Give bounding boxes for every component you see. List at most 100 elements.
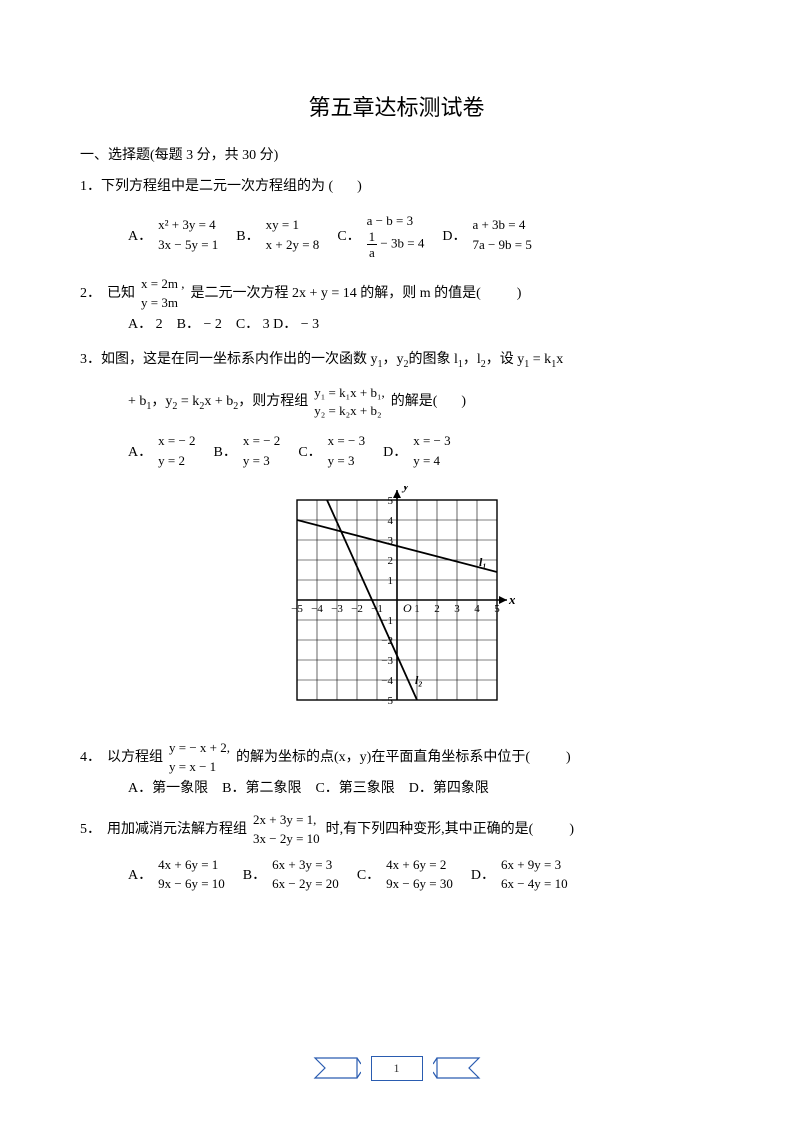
q1-option-c: C． a − b = 3 1a − 3b = 4 [337, 211, 424, 260]
eq-line: y = x − 1 [169, 758, 230, 777]
svg-text:−4: −4 [311, 603, 323, 615]
eq-line: 3x − 2y = 10 [253, 830, 320, 849]
q3-close: ) [461, 394, 466, 409]
opt-label: C． [357, 864, 380, 884]
q4-t1: 以方程组 [107, 745, 163, 772]
txt: x [556, 352, 563, 367]
q1-text: 下列方程组中是二元一次方程组的为 ( [101, 179, 333, 194]
q4-t2: 的解为坐标的点(x，y)在平面直角坐标系中位于( [236, 745, 530, 772]
page: 第五章达标测试卷 一、选择题(每题 3 分，共 30 分) 1．下列方程组中是二… [0, 0, 793, 894]
eq-line: xy = 1 [266, 215, 320, 235]
opt-label: A． [128, 864, 152, 884]
eq-line: y₁ = k₁x + b₁, [314, 384, 385, 403]
coordinate-graph: 1−11−12−22−23−33−34−44−45−55−5Oxyl₁l₂ [80, 486, 713, 721]
txt: ，l [463, 352, 481, 367]
opt-label: A． [128, 441, 152, 461]
svg-text:4: 4 [474, 603, 480, 615]
page-title: 第五章达标测试卷 [80, 90, 713, 122]
eq-line: 1a − 3b = 4 [367, 230, 425, 259]
q4-options: A．第一象限 B．第二象限 C．第三象限 D．第四象限 [80, 777, 713, 797]
eq-line: 6x − 2y = 20 [272, 874, 339, 894]
eq-line: y = 4 [413, 451, 450, 471]
svg-text:1: 1 [414, 603, 420, 615]
opt-label: C． [298, 441, 321, 461]
q2-t2: 是二元一次方程 2x + y = 14 的解，则 m 的值是( [190, 281, 480, 308]
opt-label: B． [243, 864, 266, 884]
question-1: 1．下列方程组中是二元一次方程组的为 () [80, 174, 713, 201]
svg-text:−3: −3 [331, 603, 343, 615]
svg-text:1: 1 [387, 575, 393, 587]
q1-num: 1． [80, 179, 101, 194]
txt: ，y [151, 394, 172, 409]
eq-line: 2x + 3y = 1, [253, 811, 320, 830]
q5-options: A． 4x + 6y = 19x − 6y = 10 B． 6x + 3y = … [80, 855, 713, 894]
q2-options: A． 2 B． − 2 C． 3 D． − 3 [80, 313, 713, 333]
eq-line: x = − 3 [413, 431, 450, 451]
eq-line: y₂ = k₂x + b₂ [314, 402, 385, 421]
eq-line: 7a − 9b = 5 [472, 235, 531, 255]
eq-line: x = − 3 [328, 431, 365, 451]
txt: ，设 y [486, 352, 525, 367]
q3-num: 3． [80, 352, 101, 367]
section-header: 一、选择题(每题 3 分，共 30 分) [80, 144, 713, 164]
svg-text:−5: −5 [381, 695, 393, 707]
q2-num: 2． [80, 281, 101, 308]
eq-line: x = 2m , [141, 275, 184, 294]
svg-text:O: O [403, 601, 412, 615]
svg-text:−3: −3 [381, 655, 393, 667]
page-number: 1 [371, 1056, 423, 1081]
eq-line: y = − x + 2, [169, 739, 230, 758]
q3-t1: 如图，这是在同一坐标系内作出的一次函数 y [101, 352, 378, 367]
eq-line: 9x − 6y = 10 [158, 874, 225, 894]
q5-t2: 时,有下列四种变形,其中正确的是( [326, 817, 534, 844]
eq-line: 3x − 5y = 1 [158, 235, 218, 255]
opt-label: C． [337, 225, 360, 245]
svg-text:5: 5 [494, 603, 500, 615]
txt: ，则方程组 [238, 394, 308, 409]
eq-line: y = 2 [158, 451, 195, 471]
svg-text:l₂: l₂ [415, 673, 423, 687]
svg-text:x: x [508, 592, 515, 607]
svg-text:3: 3 [454, 603, 460, 615]
q1-option-b: B． xy = 1 x + 2y = 8 [236, 215, 319, 254]
eq-line: 6x + 9y = 3 [501, 855, 568, 875]
opt-label: B． [214, 441, 237, 461]
q3-option-d: D． x = − 3y = 4 [383, 431, 451, 470]
eq-line: x = − 2 [158, 431, 195, 451]
txt: + b [128, 394, 146, 409]
eq-line: 6x − 4y = 10 [501, 874, 568, 894]
svg-text:4: 4 [387, 515, 393, 527]
svg-text:−2: −2 [351, 603, 363, 615]
eq-line: 4x + 6y = 2 [386, 855, 453, 875]
svg-text:2: 2 [434, 603, 440, 615]
opt-label: D． [383, 441, 407, 461]
q1-close: ) [357, 179, 362, 194]
q1-option-a: A． x² + 3y = 4 3x − 5y = 1 [128, 215, 218, 254]
txt: 的解是( [391, 394, 438, 409]
q5-option-c: C． 4x + 6y = 29x − 6y = 30 [357, 855, 453, 894]
q2-t1: 已知 [107, 281, 135, 308]
eq-line: y = 3 [328, 451, 365, 471]
eq-line: x = − 2 [243, 431, 280, 451]
q4-close: ) [566, 745, 571, 772]
q3-cont: + b1，y2 = k2x + b2，则方程组 y₁ = k₁x + b₁, y… [80, 384, 713, 422]
q3-option-b: B． x = − 2y = 3 [214, 431, 281, 470]
q5-num: 5． [80, 817, 101, 844]
question-3: 3．如图，这是在同一坐标系内作出的一次函数 y1，y2的图象 l1，l2，设 y… [80, 347, 713, 374]
q5-option-a: A． 4x + 6y = 19x − 6y = 10 [128, 855, 225, 894]
q2-close: ) [517, 281, 522, 308]
txt: x + b [204, 394, 233, 409]
eq-line: a − b = 3 [367, 211, 425, 231]
q5-option-b: B． 6x + 3y = 36x − 2y = 20 [243, 855, 339, 894]
q3-options: A． x = − 2y = 2 B． x = − 2y = 3 C． x = −… [80, 431, 713, 470]
eq-line: y = 3m [141, 294, 184, 313]
q1-option-d: D． a + 3b = 4 7a − 9b = 5 [442, 215, 532, 254]
opt-label: B． [236, 225, 259, 245]
eq-line: y = 3 [243, 451, 280, 471]
opt-label: A． [128, 225, 152, 245]
txt: = k [177, 394, 199, 409]
ribbon-right-icon [433, 1054, 481, 1082]
question-2: 2． 已知 x = 2m , y = 3m 是二元一次方程 2x + y = 1… [80, 275, 713, 313]
svg-text:l₁: l₁ [479, 555, 487, 569]
svg-text:−5: −5 [291, 603, 303, 615]
